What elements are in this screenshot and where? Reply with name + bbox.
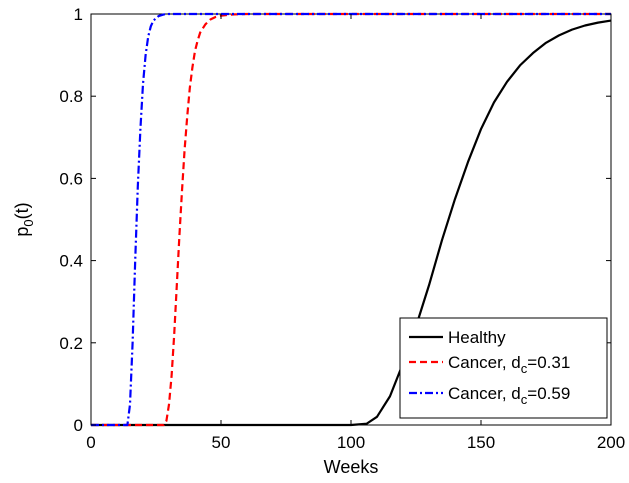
legend-label-subscript: c xyxy=(521,361,528,376)
y-tick-label: 0.2 xyxy=(59,334,83,353)
legend-label-text: Cancer, d xyxy=(448,384,521,403)
series-layer xyxy=(91,12,612,427)
y-axis-label-sub: 0 xyxy=(21,219,36,226)
x-tick-label: 150 xyxy=(467,433,495,452)
x-tick-label: 0 xyxy=(86,433,95,452)
y-tick-label: 1 xyxy=(74,5,83,24)
legend-label-suffix: =0.31 xyxy=(527,353,570,372)
legend-label-0: Healthy xyxy=(448,328,506,347)
x-axis-label: Weeks xyxy=(324,457,379,477)
x-tick-label: 200 xyxy=(597,433,625,452)
series-line-1 xyxy=(91,12,611,427)
legend-box xyxy=(399,317,608,419)
legend-label-text: Healthy xyxy=(448,328,506,347)
y-tick-label: 0 xyxy=(74,416,83,435)
y-tick-label: 0.4 xyxy=(59,252,83,271)
y-axis-label-rest: (t) xyxy=(12,202,32,219)
legend-label-2: Cancer, dc=0.59 xyxy=(448,384,570,407)
legend-label-text: Cancer, d xyxy=(448,353,521,372)
x-tick-label: 100 xyxy=(337,433,365,452)
series-line-2 xyxy=(91,12,611,427)
y-axis-label: p0(t) xyxy=(12,202,36,236)
legend-label-1: Cancer, dc=0.31 xyxy=(448,353,570,376)
ticks-layer: 0 50 100 150 200 0 0.2 0.4 0.6 0.8 1 xyxy=(59,5,625,452)
series-line-0 xyxy=(91,19,612,427)
y-tick-label: 0.6 xyxy=(59,169,83,188)
y-tick-label: 0.8 xyxy=(59,87,83,106)
x-tick-label: 50 xyxy=(212,433,231,452)
y-axis-label-base: p xyxy=(12,227,32,237)
legend-label-subscript: c xyxy=(521,392,528,407)
legend-label-suffix: =0.59 xyxy=(527,384,570,403)
